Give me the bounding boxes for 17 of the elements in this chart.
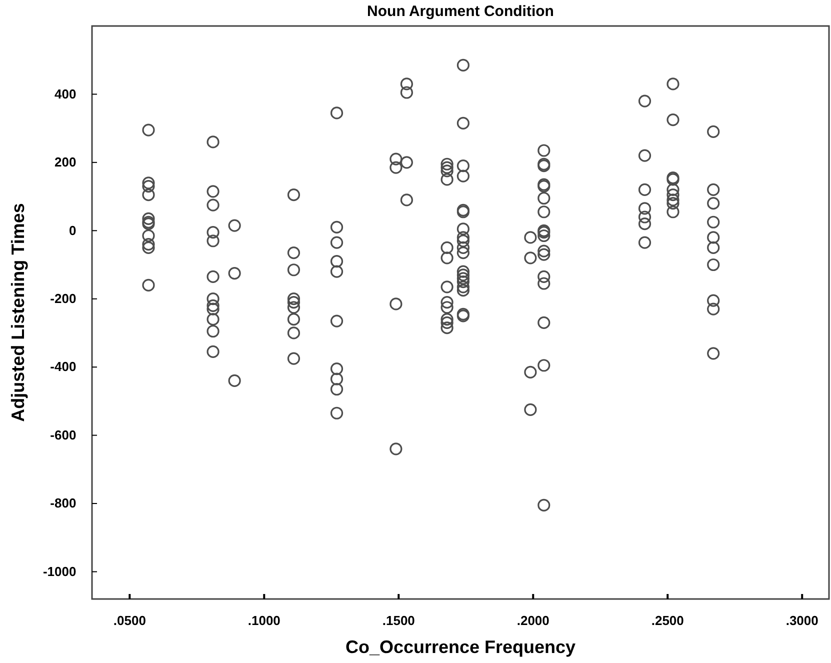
x-tick-label: .0500	[113, 613, 146, 628]
y-tick-label: -600	[50, 427, 76, 442]
chart-title: Noun Argument Condition	[367, 3, 554, 20]
x-axis-title: Co_Occurrence Frequency	[345, 637, 576, 657]
y-tick-label: -1000	[42, 564, 76, 579]
x-tick-label: .1000	[248, 613, 280, 628]
y-axis-title: Adjusted Listening Times	[8, 203, 28, 422]
y-tick-label: -400	[50, 359, 76, 374]
y-tick-label: -800	[50, 496, 76, 511]
y-tick-label: -200	[50, 291, 76, 306]
y-tick-label: 0	[68, 222, 76, 238]
x-tick-label: .1500	[382, 613, 415, 628]
y-tick-label: 200	[54, 154, 76, 170]
x-tick-label: .2000	[516, 613, 550, 628]
y-tick-label: 400	[54, 86, 76, 102]
x-tick-label: .2500	[651, 613, 684, 628]
x-tick-label: .3000	[786, 613, 818, 628]
